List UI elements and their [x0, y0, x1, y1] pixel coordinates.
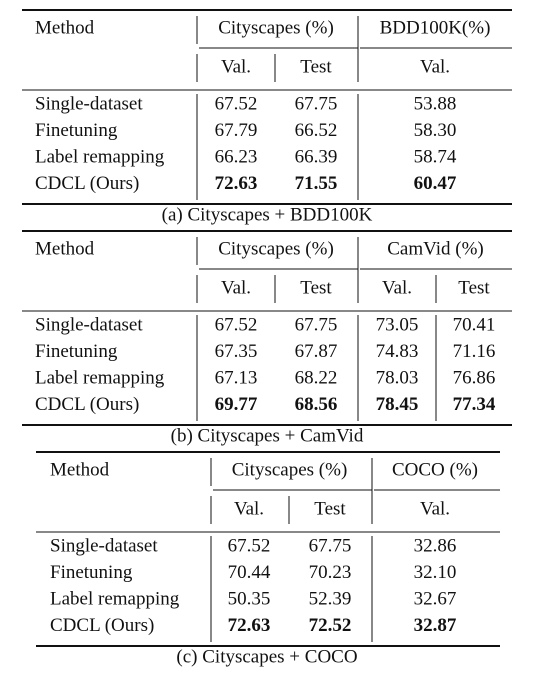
cell: 32.86: [414, 535, 457, 556]
cell: 71.55: [295, 173, 338, 194]
cell: 66.39: [295, 146, 338, 167]
sub-header: Val.: [420, 56, 450, 77]
cell: 67.79: [215, 120, 258, 141]
row-label: Finetuning: [35, 120, 118, 141]
cell: 69.77: [215, 394, 258, 415]
sub-header: Test: [300, 277, 332, 298]
sub-header: Val.: [221, 56, 251, 77]
row-label: Label remapping: [35, 367, 165, 388]
group-header: COCO (%): [392, 459, 478, 480]
row-label: CDCL (Ours): [50, 615, 154, 636]
group-header: CamVid (%): [387, 238, 483, 259]
cell: 70.41: [453, 314, 496, 335]
cell: 66.23: [215, 146, 258, 167]
cell: 52.39: [309, 588, 352, 609]
group-header: Cityscapes (%): [218, 238, 334, 259]
row-label: Label remapping: [35, 146, 165, 167]
cell: 73.05: [376, 314, 419, 335]
row-label: Single-dataset: [35, 93, 143, 114]
row-label: CDCL (Ours): [35, 173, 139, 194]
cell: 66.52: [295, 120, 338, 141]
row-label: Single-dataset: [50, 535, 158, 556]
cell: 78.45: [376, 394, 419, 415]
cell: 70.44: [228, 562, 271, 583]
row-label: Finetuning: [35, 341, 118, 362]
cell: 58.74: [414, 146, 457, 167]
sub-header: Val.: [382, 277, 412, 298]
cell: 72.63: [215, 173, 258, 194]
cell: 77.34: [453, 394, 496, 415]
cell: 68.56: [295, 394, 338, 415]
sub-header: Test: [300, 56, 332, 77]
header-method: Method: [50, 459, 110, 480]
group-header: Cityscapes (%): [232, 459, 348, 480]
cell: 71.16: [453, 341, 496, 362]
cell: 67.87: [295, 341, 338, 362]
cell: 67.75: [295, 93, 338, 114]
cell: 50.35: [228, 588, 271, 609]
caption: (a) Cityscapes + BDD100K: [162, 204, 373, 225]
cell: 72.63: [228, 615, 271, 636]
sub-header: Val.: [234, 498, 264, 519]
cell: 72.52: [309, 615, 352, 636]
row-label: Finetuning: [50, 562, 133, 583]
cell: 76.86: [453, 367, 496, 388]
cell: 67.75: [295, 314, 338, 335]
sub-header: Val.: [221, 277, 251, 298]
cell: 60.47: [414, 173, 457, 194]
cell: 67.52: [228, 535, 271, 556]
row-label: CDCL (Ours): [35, 394, 139, 415]
cell: 67.52: [215, 314, 258, 335]
row-label: Single-dataset: [35, 314, 143, 335]
cell: 68.22: [295, 367, 338, 388]
group-header: Cityscapes (%): [218, 17, 334, 38]
caption: (c) Cityscapes + COCO: [176, 646, 357, 667]
cell: 70.23: [309, 562, 352, 583]
header-method: Method: [35, 17, 95, 38]
cell: 67.35: [215, 341, 258, 362]
cell: 32.10: [414, 562, 457, 583]
sub-header: Test: [314, 498, 346, 519]
cell: 32.67: [414, 588, 457, 609]
sub-header: Test: [458, 277, 490, 298]
cell: 58.30: [414, 120, 457, 141]
caption: (b) Cityscapes + CamVid: [171, 425, 364, 446]
header-method: Method: [35, 238, 95, 259]
group-header: BDD100K(%): [380, 17, 491, 38]
sub-header: Val.: [420, 498, 450, 519]
cell: 78.03: [376, 367, 419, 388]
row-label: Label remapping: [50, 588, 180, 609]
cell: 53.88: [414, 93, 457, 114]
cell: 67.52: [215, 93, 258, 114]
cell: 67.13: [215, 367, 258, 388]
cell: 67.75: [309, 535, 352, 556]
cell: 74.83: [376, 341, 419, 362]
cell: 32.87: [414, 615, 457, 636]
